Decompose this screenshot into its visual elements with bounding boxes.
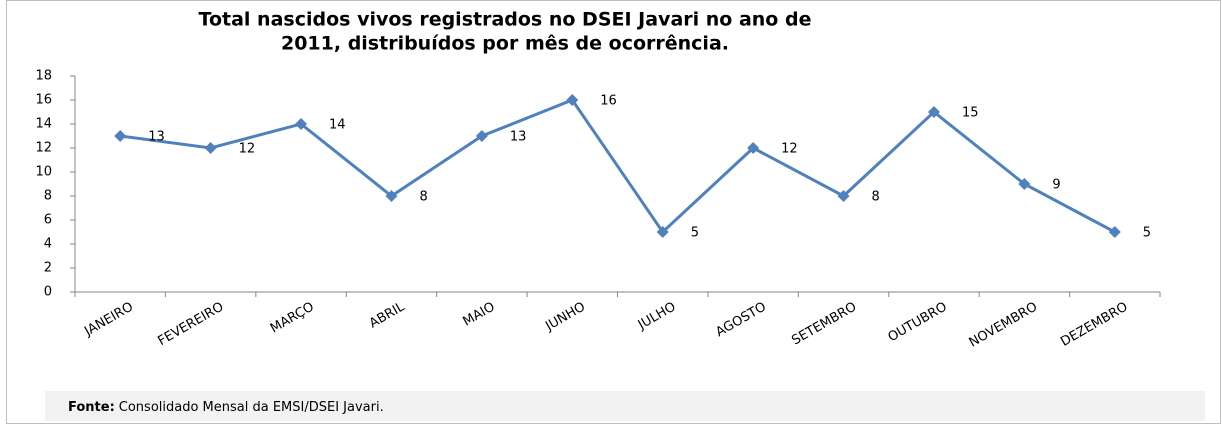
chart-frame xyxy=(6,0,1221,424)
data-label: 12 xyxy=(781,142,798,157)
y-tick-label: 10 xyxy=(35,165,52,180)
x-tick-label: SETEMBRO xyxy=(789,300,859,349)
point-marker xyxy=(385,190,398,202)
y-tick-label: 18 xyxy=(35,69,52,84)
chart-title: Total nascidos vivos registrados no DSEI… xyxy=(199,9,812,31)
y-tick-label: 2 xyxy=(44,261,52,276)
point-marker xyxy=(747,142,760,154)
x-tick-label: NOVEMBRO xyxy=(967,300,1041,351)
point-marker xyxy=(566,94,579,106)
y-tick-label: 12 xyxy=(35,141,52,156)
x-tick-label: AGOSTO xyxy=(713,300,768,341)
point-marker xyxy=(1018,178,1031,190)
point-marker xyxy=(927,106,940,118)
source-label: Fonte: xyxy=(68,400,115,415)
source-text: Consolidado Mensal da EMSI/DSEI Javari. xyxy=(119,400,384,415)
x-tick-label: JULHO xyxy=(635,300,679,334)
series-line xyxy=(120,98,1116,235)
x-tick-label: OUTUBRO xyxy=(886,300,950,346)
data-label: 8 xyxy=(872,190,880,205)
data-label: 15 xyxy=(962,106,979,121)
x-tick-label: MAIO xyxy=(461,300,498,330)
point-marker xyxy=(295,118,308,130)
point-marker xyxy=(204,142,217,154)
data-label: 14 xyxy=(329,118,346,133)
data-label: 12 xyxy=(239,142,256,157)
y-tick-label: 14 xyxy=(35,117,52,132)
x-tick-label: JUNHO xyxy=(542,300,588,335)
y-tick-label: 16 xyxy=(35,93,52,108)
x-tick-label: MARÇO xyxy=(268,300,317,337)
point-marker xyxy=(475,130,488,142)
data-label: 5 xyxy=(1143,226,1151,241)
point-marker xyxy=(114,130,127,142)
x-tick-label: DEZEMBRO xyxy=(1058,300,1130,350)
y-tick-label: 8 xyxy=(44,189,52,204)
y-tick-label: 6 xyxy=(44,213,52,228)
y-tick-label: 0 xyxy=(44,285,52,300)
data-label: 16 xyxy=(600,94,617,109)
data-label: 8 xyxy=(419,190,427,205)
source: Fonte: Consolidado Mensal da EMSI/DSEI Ja… xyxy=(68,400,384,415)
point-marker xyxy=(656,226,669,238)
x-tick-label: JANEIRO xyxy=(81,300,136,340)
source-box xyxy=(45,391,1205,421)
data-label: 5 xyxy=(691,226,699,241)
chart-title: 2011, distribuídos por mês de ocorrência… xyxy=(281,33,729,55)
data-label: 9 xyxy=(1052,178,1060,193)
data-label: 13 xyxy=(510,130,527,145)
y-tick-label: 4 xyxy=(44,237,52,252)
point-marker xyxy=(837,190,850,202)
point-marker xyxy=(1108,226,1121,238)
x-tick-label: ABRIL xyxy=(367,299,408,331)
data-label: 13 xyxy=(148,130,165,145)
x-tick-label: FEVEREIRO xyxy=(156,300,227,350)
